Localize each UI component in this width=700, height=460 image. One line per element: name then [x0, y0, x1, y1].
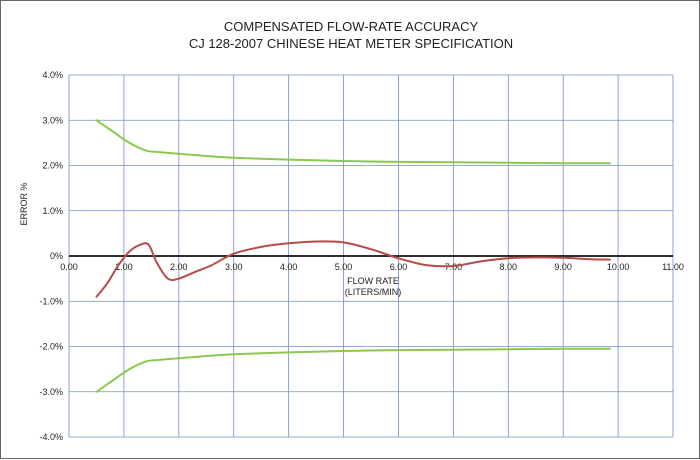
x-tick-label: 9.00: [554, 262, 572, 272]
y-tick-label: -1.0%: [39, 296, 63, 306]
y-axis-label: ERROR %: [19, 182, 29, 225]
series-line-upper-limit: [95, 119, 611, 165]
x-axis-label: FLOW RATE: [347, 276, 399, 286]
x-tick-label: 8.00: [500, 262, 518, 272]
x-tick-label: 5.00: [335, 262, 353, 272]
y-axis-ticks: 4.0% 3.0% 2.0% 1.0% 0% -1.0% -2.0% -3.0% -4.0%: [39, 70, 63, 442]
x-tick-label: 2.00: [170, 262, 188, 272]
y-tick-label: 4.0%: [42, 70, 63, 80]
series-group: [95, 119, 611, 393]
y-tick-label: 2.0%: [42, 161, 63, 171]
x-tick-label: 10.00: [607, 262, 630, 272]
x-tick-label: 4.00: [280, 262, 298, 272]
y-tick-label: 0%: [50, 251, 63, 261]
y-tick-label: 3.0%: [42, 115, 63, 125]
grid-lines: [68, 74, 674, 438]
x-tick-label: 1.00: [115, 262, 133, 272]
y-tick-label: 1.0%: [42, 206, 63, 216]
y-tick-label: -2.0%: [39, 342, 63, 352]
x-tick-label: 3.00: [225, 262, 243, 272]
series-line-lower-limit: [95, 347, 611, 393]
y-tick-label: -4.0%: [39, 432, 63, 442]
y-tick-label: -3.0%: [39, 387, 63, 397]
x-axis-ticks: 0.00 1.00 2.00 3.00 4.00 5.00 6.00 7.00 8.00 9.00…: [60, 262, 684, 272]
x-tick-label: 6.00: [390, 262, 408, 272]
x-tick-label: 0.00: [60, 262, 78, 272]
series-line-compensated-error: [95, 240, 611, 298]
chart-title: COMPENSATED FLOW-RATE ACCURACY: [224, 19, 479, 34]
chart-subtitle: CJ 128-2007 CHINESE HEAT METER SPECIFICA…: [189, 36, 513, 51]
x-tick-label: 11.00: [662, 262, 684, 272]
x-axis-unit-label: (LITERS/MIN): [345, 287, 402, 297]
